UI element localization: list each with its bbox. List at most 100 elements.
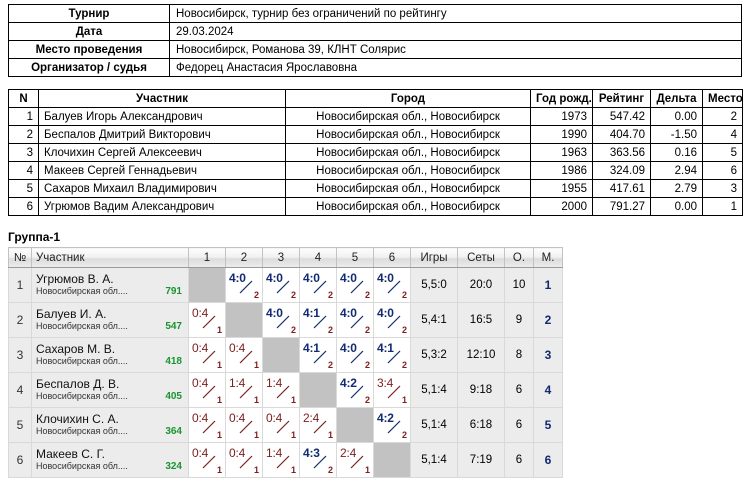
group-points: 6 — [504, 407, 534, 443]
group-score-cell[interactable]: 0:4 1 — [188, 407, 226, 443]
group-th-participant: Участник — [31, 247, 189, 268]
score-wrapper: 4:0 2 — [337, 303, 373, 337]
score-wrapper: 0:4 1 — [226, 338, 262, 372]
score-wrapper: 0:4 1 — [189, 443, 225, 477]
score-wrapper: 4:2 2 — [337, 373, 373, 407]
group-score-cell[interactable]: 1:4 1 — [225, 372, 263, 408]
group-score-cell[interactable]: 1:4 1 — [262, 442, 300, 478]
group-score-cell[interactable]: 4:0 2 — [336, 302, 374, 338]
group-score-cell[interactable]: 0:4 1 — [188, 372, 226, 408]
score-wrapper: 4:0 2 — [300, 268, 336, 302]
group-participant-name: Беспалов Д. В. — [36, 377, 120, 391]
group-score-cell[interactable]: 0:4 1 — [188, 302, 226, 338]
group-participant-cell[interactable]: Беспалов Д. В. Новосибирская обл.... 405 — [31, 372, 189, 408]
group-participant-name: Угрюмов В. А. — [36, 272, 114, 286]
sets-count: 1 — [290, 465, 296, 475]
group-score-cell[interactable]: 0:4 1 — [225, 407, 263, 443]
match-score: 4:1 — [377, 341, 394, 355]
sets-count: 1 — [327, 430, 333, 440]
group-games: 5,4:1 — [410, 302, 458, 338]
match-score: 1:4 — [266, 376, 283, 390]
score-wrapper: 2:4 1 — [337, 443, 373, 477]
participant-rating: 363.56 — [592, 143, 651, 162]
match-score: 0:4 — [192, 306, 209, 320]
group-th-num: № — [8, 247, 32, 268]
participant-rating: 417.61 — [592, 179, 651, 198]
participant-name: Балуев Игорь Александрович — [38, 107, 286, 126]
participant-birthyear: 1963 — [530, 143, 593, 162]
info-label: Турнир — [8, 4, 170, 23]
participant-city: Новосибирская обл., Новосибирск — [285, 107, 531, 126]
score-wrapper: 4:3 2 — [300, 443, 336, 477]
table-row: 1 Балуев Игорь Александрович Новосибирская… — [8, 107, 743, 126]
group-score-cell[interactable]: 4:0 2 — [373, 267, 411, 303]
group-score-cell[interactable]: 0:4 1 — [188, 442, 226, 478]
score-wrapper: 4:0 2 — [263, 268, 299, 302]
group-body: 1 Угрюмов В. А. Новосибирская обл.... 791 4:… — [8, 267, 563, 478]
group-place: 6 — [533, 442, 563, 478]
group-score-cell[interactable]: 4:0 2 — [262, 302, 300, 338]
group-participant-cell[interactable]: Клочихин С. А. Новосибирская обл.... 364 — [31, 407, 189, 443]
participants-table: N Участник Город Год рожд. Рейтинг Дельт… — [8, 89, 743, 216]
participant-delta: -1.50 — [650, 125, 703, 144]
participant-city: Новосибирская обл., Новосибирск — [285, 125, 531, 144]
group-score-cell[interactable]: 4:0 2 — [299, 267, 337, 303]
group-score-cell[interactable]: 2:4 1 — [336, 442, 374, 478]
group-participant-rating: 405 — [165, 391, 182, 402]
participants-th-rating: Рейтинг — [592, 89, 651, 108]
group-score-cell[interactable]: 2:4 1 — [299, 407, 337, 443]
group-score-cell[interactable]: 4:2 2 — [373, 407, 411, 443]
group-row-index: 1 — [8, 267, 32, 303]
group-participant-city: Новосибирская обл.... — [36, 461, 128, 471]
score-wrapper: 4:0 2 — [337, 338, 373, 372]
match-score: 4:0 — [266, 306, 283, 320]
info-row: Турнир Новосибирск, турнир без ограничени… — [8, 4, 742, 23]
participant-rating: 404.70 — [592, 125, 651, 144]
score-wrapper: 0:4 1 — [226, 443, 262, 477]
score-wrapper: 4:2 2 — [374, 408, 410, 442]
group-score-cell[interactable]: 1:4 1 — [262, 372, 300, 408]
sets-count: 2 — [290, 325, 296, 335]
participants-body: 1 Балуев Игорь Александрович Новосибирская… — [8, 107, 743, 216]
group-participant-rating: 364 — [165, 426, 182, 437]
group-score-cell[interactable]: 0:4 1 — [225, 337, 263, 373]
match-score: 0:4 — [192, 411, 209, 425]
sets-count: 1 — [216, 325, 222, 335]
group-points: 10 — [504, 267, 534, 303]
group-score-cell[interactable]: 4:0 2 — [336, 267, 374, 303]
participant-name: Макеев Сергей Геннадьевич — [38, 161, 286, 180]
group-score-cell[interactable]: 4:1 2 — [299, 302, 337, 338]
match-score: 4:2 — [377, 411, 394, 425]
match-score: 4:0 — [377, 306, 394, 320]
group-sets: 7:19 — [457, 442, 505, 478]
participants-th-name: Участник — [38, 89, 286, 108]
group-score-cell[interactable]: 4:1 2 — [373, 337, 411, 373]
info-label: Организатор / судья — [8, 58, 170, 77]
score-wrapper: 4:1 2 — [300, 338, 336, 372]
group-score-cell[interactable]: 4:0 2 — [225, 267, 263, 303]
group-score-cell[interactable]: 4:2 2 — [336, 372, 374, 408]
match-score: 4:0 — [340, 306, 357, 320]
match-score: 1:4 — [229, 376, 246, 390]
match-score: 0:4 — [192, 341, 209, 355]
group-score-cell[interactable]: 0:4 1 — [262, 407, 300, 443]
group-score-cell[interactable]: 4:0 2 — [373, 302, 411, 338]
group-sets: 20:0 — [457, 267, 505, 303]
group-participant-cell[interactable]: Угрюмов В. А. Новосибирская обл.... 791 — [31, 267, 189, 303]
info-label: Дата — [8, 22, 170, 41]
group-score-cell[interactable]: 3:4 1 — [373, 372, 411, 408]
group-participant-cell[interactable]: Макеев С. Г. Новосибирская обл.... 324 — [31, 442, 189, 478]
group-participant-cell[interactable]: Балуев И. А. Новосибирская обл.... 547 — [31, 302, 189, 338]
group-score-cell[interactable]: 0:4 1 — [225, 442, 263, 478]
participant-delta: 2.79 — [650, 179, 703, 198]
sets-count: 1 — [290, 395, 296, 405]
group-sets: 12:10 — [457, 337, 505, 373]
group-score-cell[interactable]: 4:0 2 — [262, 267, 300, 303]
group-score-cell[interactable]: 4:3 2 — [299, 442, 337, 478]
group-score-cell[interactable]: 4:1 2 — [299, 337, 337, 373]
participant-index: 4 — [8, 161, 39, 180]
group-participant-cell[interactable]: Сахаров М. В. Новосибирская обл.... 418 — [31, 337, 189, 373]
group-score-cell[interactable]: 4:0 2 — [336, 337, 374, 373]
group-score-cell[interactable]: 0:4 1 — [188, 337, 226, 373]
sets-count: 2 — [327, 360, 333, 370]
